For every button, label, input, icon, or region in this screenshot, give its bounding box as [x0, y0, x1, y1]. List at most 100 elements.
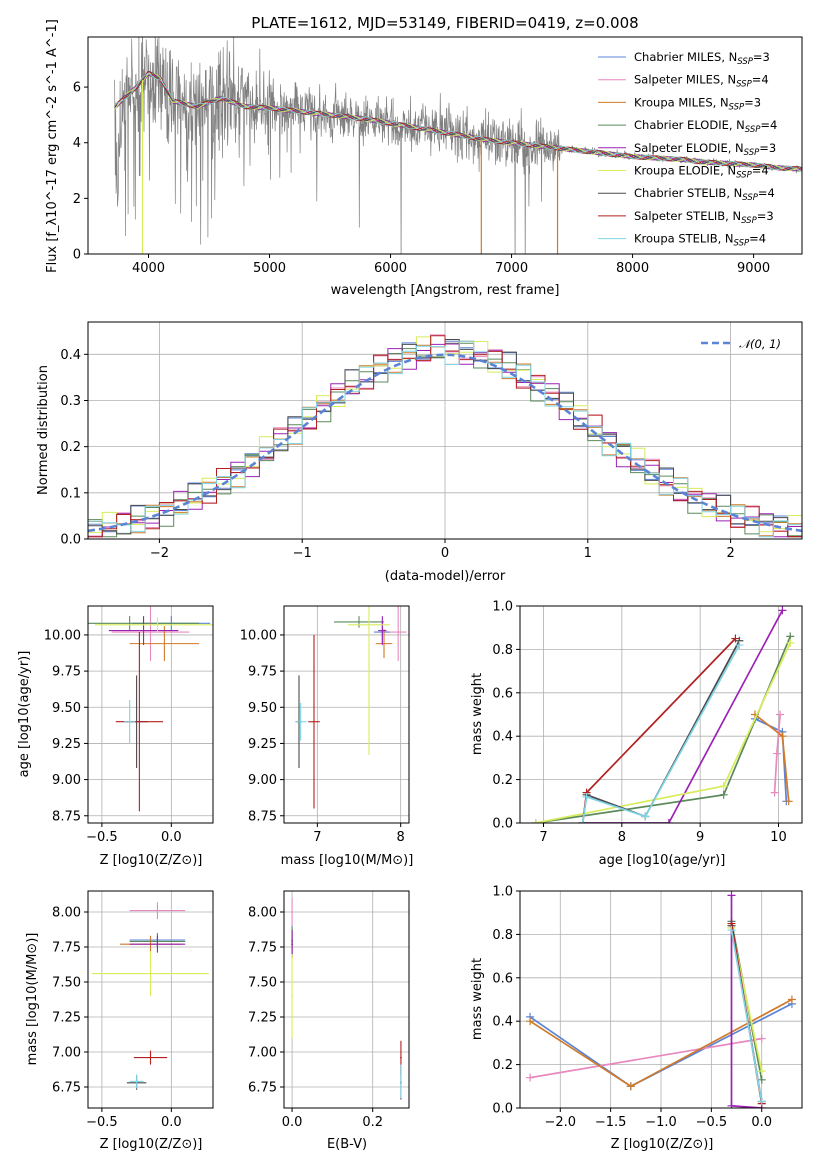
legend-nssp: =4: [760, 118, 777, 132]
weight-marker: [582, 792, 591, 801]
legend-nssp: =3: [753, 50, 770, 64]
x-tick-label: 0.0: [751, 1115, 772, 1130]
age-vs-metallicity-panel: −0.5 0.0 8.75 9.00 9.25 9.50 9.75 10.00: [44, 605, 214, 845]
weight-marker: [778, 606, 787, 615]
x-tick-label: 0.0: [161, 830, 182, 845]
y-tick-label: 8.75: [52, 809, 81, 824]
hist-xlabel: (data-model)/error: [385, 569, 506, 584]
mZ-xlabel: Z [log10(Z/Z⊙)]: [100, 1137, 203, 1152]
x-tick-label: −1.5: [595, 1115, 627, 1130]
x-tick-label: 10: [770, 830, 787, 845]
legend-label: Chabrier ELODIE, NSSP=4: [634, 118, 777, 135]
x-tick-label: 1: [584, 546, 592, 561]
ageM-xlabel: mass [log10(M/M⊙)]: [281, 853, 414, 868]
axes-frame: [283, 890, 410, 1109]
weight-line: [582, 609, 784, 823]
legend-subscript: SSP: [736, 80, 752, 90]
y-tick-label: 10.00: [44, 628, 81, 643]
weight-marker: [784, 797, 793, 806]
weight-marker: [719, 782, 728, 791]
mass-vs-ebv-panel: 0.0 0.2 6.75 7.00 7.25 7.50 7.75 8.00: [248, 890, 410, 1130]
legend-label: 𝒩(0, 1): [739, 337, 781, 351]
y-tick-label: 7.25: [248, 1011, 277, 1026]
x-tick-label: 8: [397, 830, 405, 845]
plot-area: [531, 606, 795, 823]
weight-marker: [526, 1017, 535, 1026]
y-tick-label: 4: [73, 136, 81, 151]
wZ-ylabel: mass weight: [470, 958, 485, 1040]
plot-area: [88, 606, 213, 812]
weight-marker: [787, 995, 796, 1004]
weight-line: [581, 644, 741, 823]
x-tick-label: 0.0: [161, 1115, 182, 1130]
y-tick-label: 9.25: [248, 737, 277, 752]
weight-marker: [731, 634, 740, 643]
x-tick-label: −0.5: [696, 1115, 728, 1130]
y-tick-label: 0.3: [60, 394, 81, 409]
mE-xlabel: E(B-V): [327, 1137, 367, 1152]
y-tick-label: 9.50: [248, 701, 277, 716]
spectrum-legend: Chabrier MILES, NSSP=3 Salpeter MILES, NS…: [598, 50, 777, 249]
legend-nssp: =4: [752, 164, 769, 178]
weight-marker: [757, 1034, 766, 1043]
legend-label: Salpeter ELODIE, NSSP=3: [634, 141, 776, 158]
weight-marker: [719, 790, 728, 799]
y-tick-label: 8.00: [52, 906, 81, 921]
legend-subscript: SSP: [741, 216, 757, 226]
legend-nssp: =3: [757, 209, 774, 223]
y-tick-label: 0.2: [492, 1058, 513, 1073]
y-tick-label: 0.0: [492, 1102, 513, 1117]
x-tick-label: −2: [150, 546, 169, 561]
plot-area: [526, 891, 796, 1108]
y-tick-label: 7.50: [52, 976, 81, 991]
y-tick-label: 9.75: [248, 665, 277, 680]
y-tick-label: 0.4: [492, 730, 513, 745]
plot-area: [291, 898, 402, 1100]
axes-frame: [519, 890, 803, 1109]
y-tick-label: 7.25: [52, 1011, 81, 1026]
x-tick-label: −1: [293, 546, 312, 561]
legend-subscript: SSP: [742, 193, 758, 203]
x-tick-label: −1.0: [645, 1115, 677, 1130]
axes-frame: [87, 36, 803, 255]
y-tick-label: 0.1: [60, 486, 81, 501]
y-tick-label: 7.00: [52, 1046, 81, 1061]
y-tick-label: 8.75: [248, 809, 277, 824]
weight-marker: [757, 1075, 766, 1084]
spectrum-title: PLATE=1612, MJD=53149, FIBERID=0419, z=0…: [251, 14, 638, 32]
x-tick-label: −0.5: [86, 830, 118, 845]
y-tick-label: 9.75: [52, 665, 81, 680]
weight-marker: [664, 819, 673, 823]
y-tick-label: 9.25: [52, 737, 81, 752]
legend-label: Salpeter MILES, NSSP=4: [634, 73, 769, 90]
legend-nssp: =4: [758, 186, 775, 200]
legend-label: Chabrier MILES, NSSP=3: [634, 50, 770, 67]
y-tick-label: 0.2: [492, 773, 513, 788]
y-tick-label: 0.4: [492, 1015, 513, 1030]
legend-subscript: SSP: [744, 148, 760, 158]
plot-area: [92, 902, 209, 1090]
y-tick-label: 1.0: [492, 600, 513, 615]
weight-marker: [578, 819, 587, 823]
x-tick-label: 9: [696, 830, 704, 845]
plot-area: [294, 606, 407, 809]
legend-nssp: =4: [752, 73, 769, 87]
y-tick-label: 1.0: [492, 885, 513, 900]
weight-marker: [727, 891, 736, 900]
y-tick-label: 7.00: [248, 1046, 277, 1061]
observed-spectrum: [114, 37, 802, 254]
hist-ylabel: Normed distribution: [36, 365, 51, 495]
y-tick-label: 6.75: [52, 1081, 81, 1096]
weight-line: [730, 929, 763, 1102]
axes-frame: [87, 890, 214, 1109]
plot-area: [88, 334, 802, 538]
weight-line: [754, 718, 788, 802]
y-tick-label: 0.8: [492, 928, 513, 943]
legend-subscript: SSP: [734, 239, 750, 249]
y-tick-label: 0.4: [60, 348, 81, 363]
y-tick-label: 0.8: [492, 643, 513, 658]
x-tick-label: 7: [313, 830, 321, 845]
y-tick-label: 7.75: [52, 941, 81, 956]
weight-line: [535, 642, 792, 823]
